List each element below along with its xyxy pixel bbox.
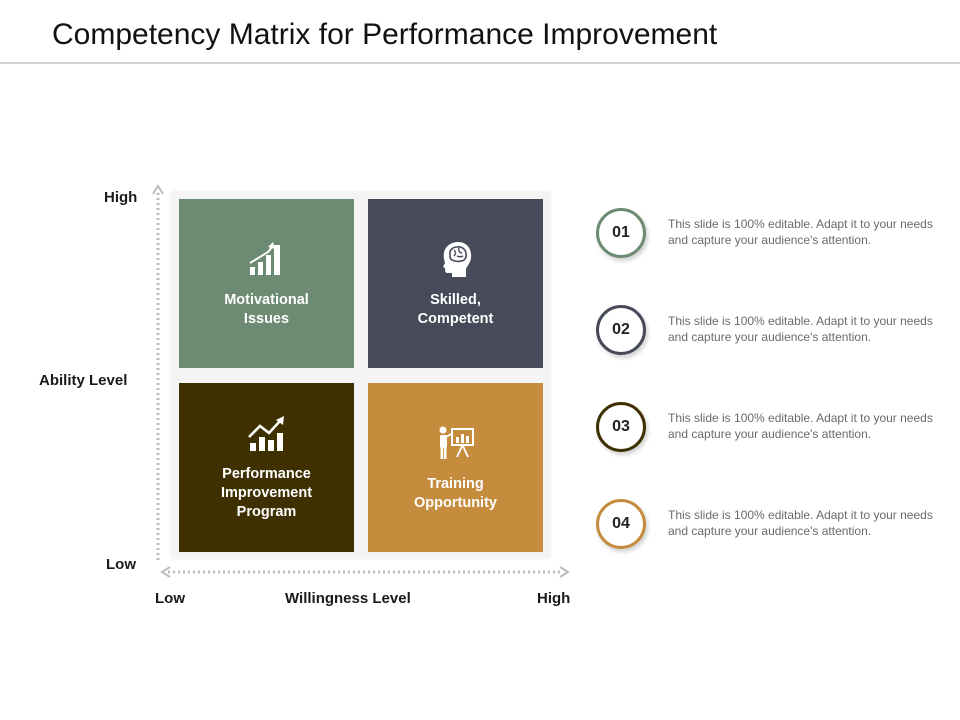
quadrant-motivational-issues: Motivational Issues xyxy=(179,199,354,368)
step-description: This slide is 100% editable. Adapt it to… xyxy=(668,508,933,538)
x-axis-title: Willingness Level xyxy=(285,590,411,607)
page-title: Competency Matrix for Performance Improv… xyxy=(52,18,718,51)
x-axis-arrow xyxy=(160,566,570,578)
step-badge-03: 03 xyxy=(596,402,646,452)
quadrant-performance-improvement-program: Performance Improvement Program xyxy=(179,383,354,552)
quadrant-label: Motivational Issues xyxy=(224,291,309,327)
y-axis-high-label: High xyxy=(104,189,138,206)
y-axis-arrow xyxy=(152,184,164,560)
y-axis-low-label: Low xyxy=(106,556,136,573)
quadrant-label: Training Opportunity xyxy=(414,475,497,511)
head-brain-icon xyxy=(442,241,471,277)
quadrant-skilled-competent: Skilled, Competent xyxy=(368,199,543,368)
step-description: This slide is 100% editable. Adapt it to… xyxy=(668,217,933,247)
quadrant-label: Skilled, Competent xyxy=(417,291,494,327)
step-badge-01: 01 xyxy=(596,208,646,258)
step-description: This slide is 100% editable. Adapt it to… xyxy=(668,314,933,344)
presenter-board-icon xyxy=(439,426,474,459)
step-badge-04: 04 xyxy=(596,499,646,549)
x-axis-low-label: Low xyxy=(155,590,185,607)
step-description: This slide is 100% editable. Adapt it to… xyxy=(668,411,933,441)
step-badge-02: 02 xyxy=(596,305,646,355)
bar-chart-growth-icon xyxy=(248,241,280,275)
quadrant-training-opportunity: Training Opportunity xyxy=(368,383,543,552)
y-axis-title: Ability Level xyxy=(39,372,128,389)
title-divider xyxy=(0,62,960,64)
quadrant-label: Performance Improvement Program xyxy=(220,466,313,520)
x-axis-high-label: High xyxy=(537,590,571,607)
trend-chart-icon xyxy=(247,416,284,451)
